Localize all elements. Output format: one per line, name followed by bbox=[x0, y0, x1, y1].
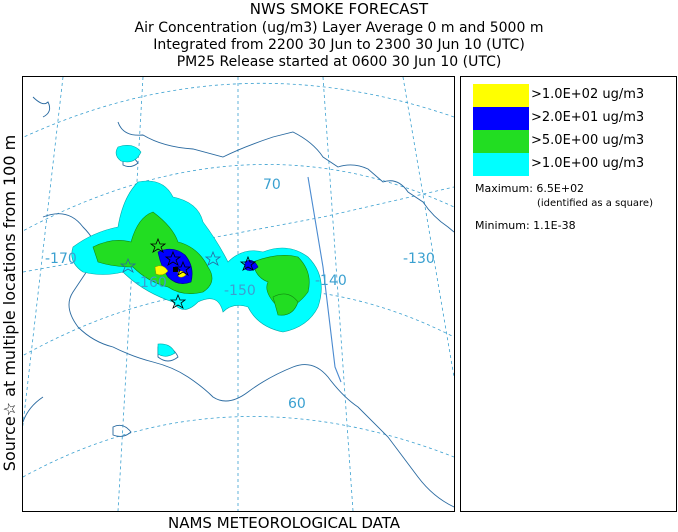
coastline bbox=[23, 96, 454, 508]
smoke-plume-yellow bbox=[154, 265, 187, 278]
subtitle-integration: Integrated from 2200 30 Jun to 2300 30 J… bbox=[153, 37, 525, 53]
graticule-lines bbox=[23, 77, 454, 511]
maximum-note: (identified as a square) bbox=[537, 198, 653, 209]
legend-swatch-yellow bbox=[473, 84, 529, 107]
maximum-square-marker bbox=[173, 267, 178, 272]
meteorological-data-label: NAMS METEOROLOGICAL DATA bbox=[168, 514, 400, 532]
legend-swatch-blue bbox=[473, 107, 529, 130]
legend-item-cyan: >1.0E+00 ug/m3 bbox=[473, 153, 673, 176]
legend-label-blue: >2.0E+01 ug/m3 bbox=[531, 110, 645, 125]
lon-label-150: -150 bbox=[224, 283, 256, 299]
page-title: NWS SMOKE FORECAST bbox=[249, 0, 429, 18]
source-side-label: Source☆ at multiple locations from 100 m bbox=[0, 134, 19, 472]
legend-swatch-green bbox=[473, 130, 529, 153]
border-line bbox=[307, 176, 342, 383]
legend-item-green: >5.0E+00 ug/m3 bbox=[473, 130, 673, 153]
graticule-labels: -170 -160 -150 -140 -130 70 60 bbox=[45, 177, 435, 412]
map-panel[interactable]: -170 -160 -150 -140 -130 70 60 bbox=[22, 76, 455, 512]
legend-label-yellow: >1.0E+02 ug/m3 bbox=[531, 87, 645, 102]
lat-label-70: 70 bbox=[263, 177, 281, 193]
subtitle-concentration: Air Concentration (ug/m3) Layer Average … bbox=[134, 20, 544, 36]
legend-panel: >1.0E+02 ug/m3 >2.0E+01 ug/m3 >5.0E+00 u… bbox=[460, 76, 677, 512]
source-markers bbox=[119, 237, 257, 309]
legend-item-yellow: >1.0E+02 ug/m3 bbox=[473, 84, 673, 107]
lon-label-130: -130 bbox=[403, 251, 435, 267]
maximum-label: Maximum: 6.5E+02 bbox=[475, 182, 585, 195]
lon-label-160: -160 bbox=[135, 275, 167, 291]
lon-label-170: -170 bbox=[45, 251, 77, 267]
legend-swatch-cyan bbox=[473, 153, 529, 176]
legend-item-blue: >2.0E+01 ug/m3 bbox=[473, 107, 673, 130]
legend-label-green: >5.0E+00 ug/m3 bbox=[531, 133, 645, 148]
lat-label-60: 60 bbox=[288, 396, 306, 412]
lon-label-140: -140 bbox=[315, 273, 347, 289]
legend-label-cyan: >1.0E+00 ug/m3 bbox=[531, 156, 645, 171]
subtitle-release: PM25 Release started at 0600 30 Jun 10 (… bbox=[176, 54, 502, 70]
map-svg: -170 -160 -150 -140 -130 70 60 bbox=[23, 77, 454, 511]
minimum-label: Minimum: 1.1E-38 bbox=[475, 219, 576, 232]
